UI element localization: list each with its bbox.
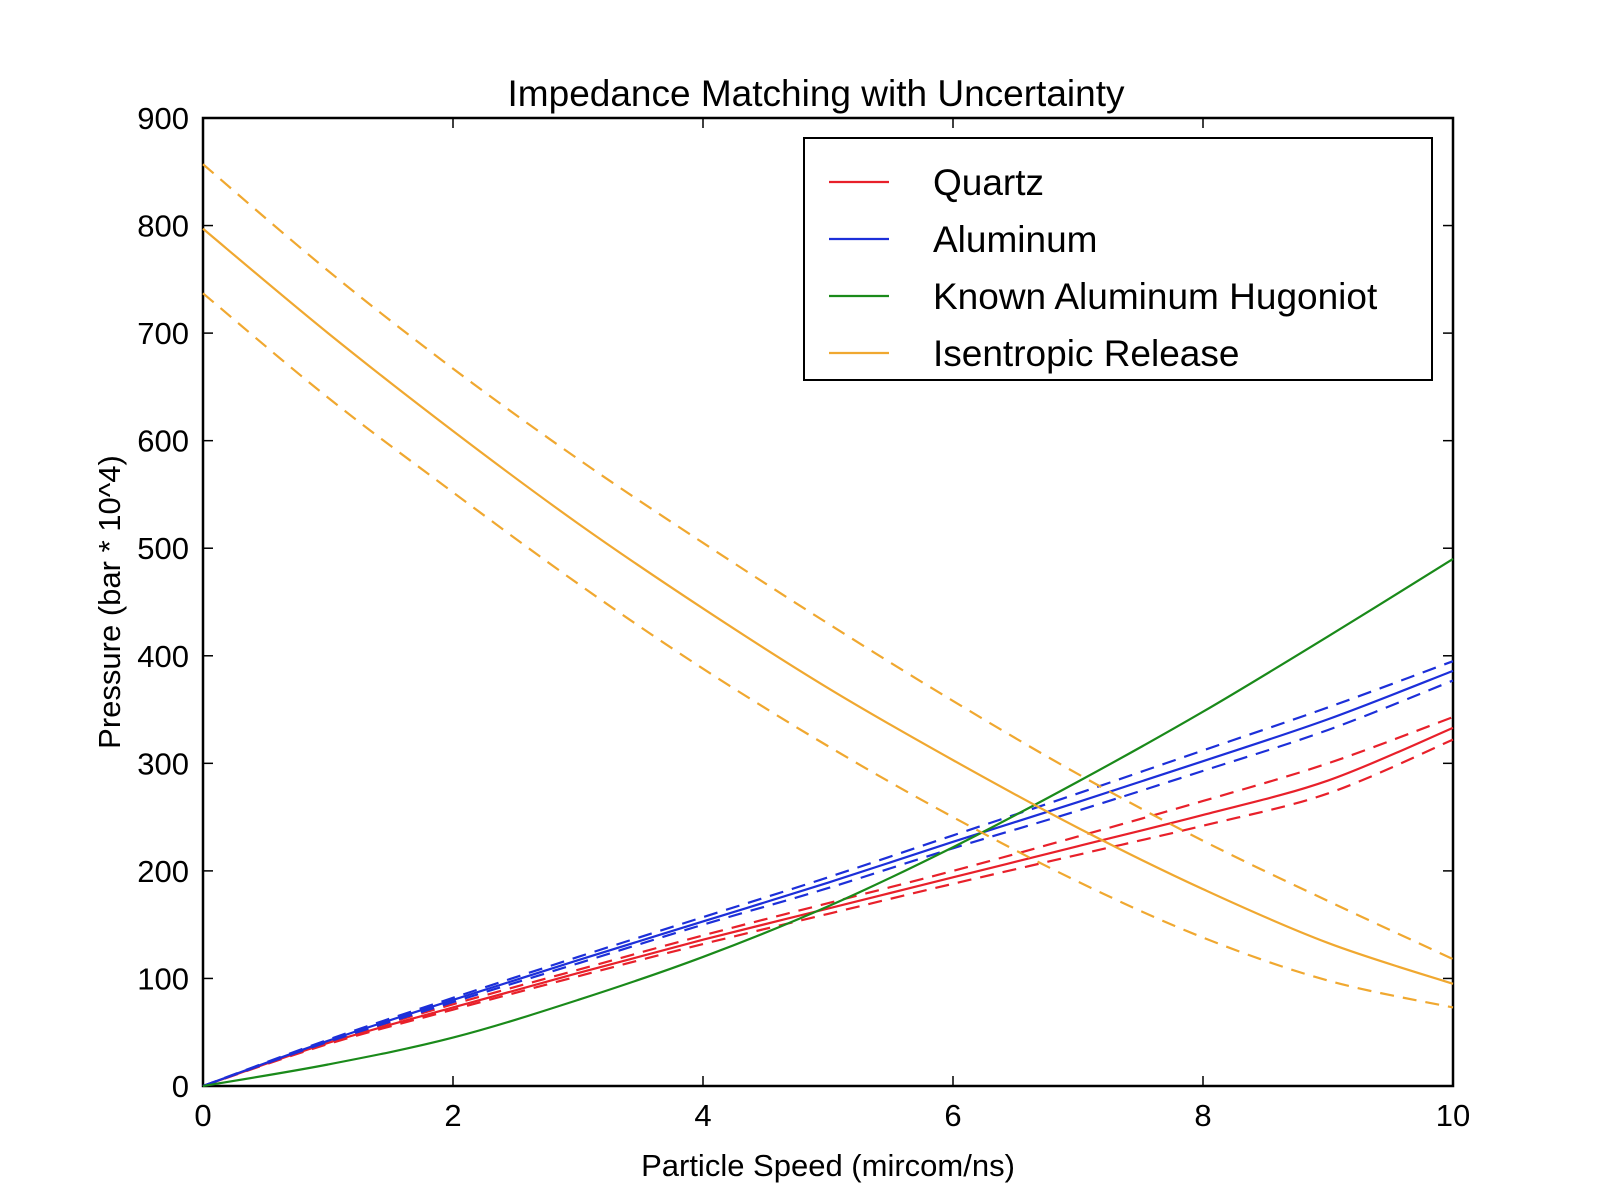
series-quartz-line bbox=[202, 726, 1454, 1088]
x-tick-label: 4 bbox=[694, 1098, 711, 1133]
legend-label-isentropic-release: Isentropic Release bbox=[933, 333, 1239, 374]
y-tick-label: 0 bbox=[172, 1069, 189, 1104]
x-tick-label: 10 bbox=[1436, 1098, 1470, 1133]
series-quartz-lower-bound bbox=[202, 738, 1454, 1088]
legend-box bbox=[803, 137, 1433, 381]
series-aluminum-upper-bound bbox=[202, 660, 1454, 1088]
y-axis-label: Pressure (bar * 10^4) bbox=[92, 455, 127, 749]
legend-label-aluminum: Aluminum bbox=[933, 219, 1098, 260]
x-tick-label: 0 bbox=[194, 1098, 211, 1133]
series-known-aluminum-hugoniot-line bbox=[202, 558, 1454, 1088]
y-tick-label: 100 bbox=[137, 961, 189, 996]
x-tick-label: 6 bbox=[944, 1098, 961, 1133]
y-tick-label: 500 bbox=[137, 531, 189, 566]
legend-label-known-aluminum-hugoniot: Known Aluminum Hugoniot bbox=[933, 276, 1378, 317]
y-tick-label: 700 bbox=[137, 316, 189, 351]
series-quartz-upper-bound bbox=[202, 716, 1454, 1088]
series-aluminum-line bbox=[202, 669, 1454, 1088]
y-tick-label: 300 bbox=[137, 746, 189, 781]
y-tick-label: 400 bbox=[137, 639, 189, 674]
legend-label-quartz: Quartz bbox=[933, 162, 1044, 203]
y-tick-label: 600 bbox=[137, 424, 189, 459]
plot-area bbox=[201, 116, 1455, 1088]
y-tick-label: 800 bbox=[137, 209, 189, 244]
legend: Quartz Aluminum Known Aluminum Hugoniot Ise… bbox=[803, 137, 1433, 381]
series-layer bbox=[202, 163, 1454, 1088]
series-isentropic-release-line bbox=[202, 227, 1454, 985]
y-tick-label: 200 bbox=[137, 854, 189, 889]
y-tick-label: 900 bbox=[137, 101, 189, 136]
series-isentropic-release-upper-bound bbox=[202, 163, 1454, 961]
series-aluminum-lower-bound bbox=[202, 679, 1454, 1088]
x-tick-label: 8 bbox=[1194, 1098, 1211, 1133]
x-tick-label: 2 bbox=[444, 1098, 461, 1133]
series-isentropic-release-lower-bound bbox=[202, 292, 1454, 1009]
chart-title: Impedance Matching with Uncertainty bbox=[508, 73, 1125, 114]
x-axis-label: Particle Speed (mircom/ns) bbox=[641, 1148, 1015, 1183]
